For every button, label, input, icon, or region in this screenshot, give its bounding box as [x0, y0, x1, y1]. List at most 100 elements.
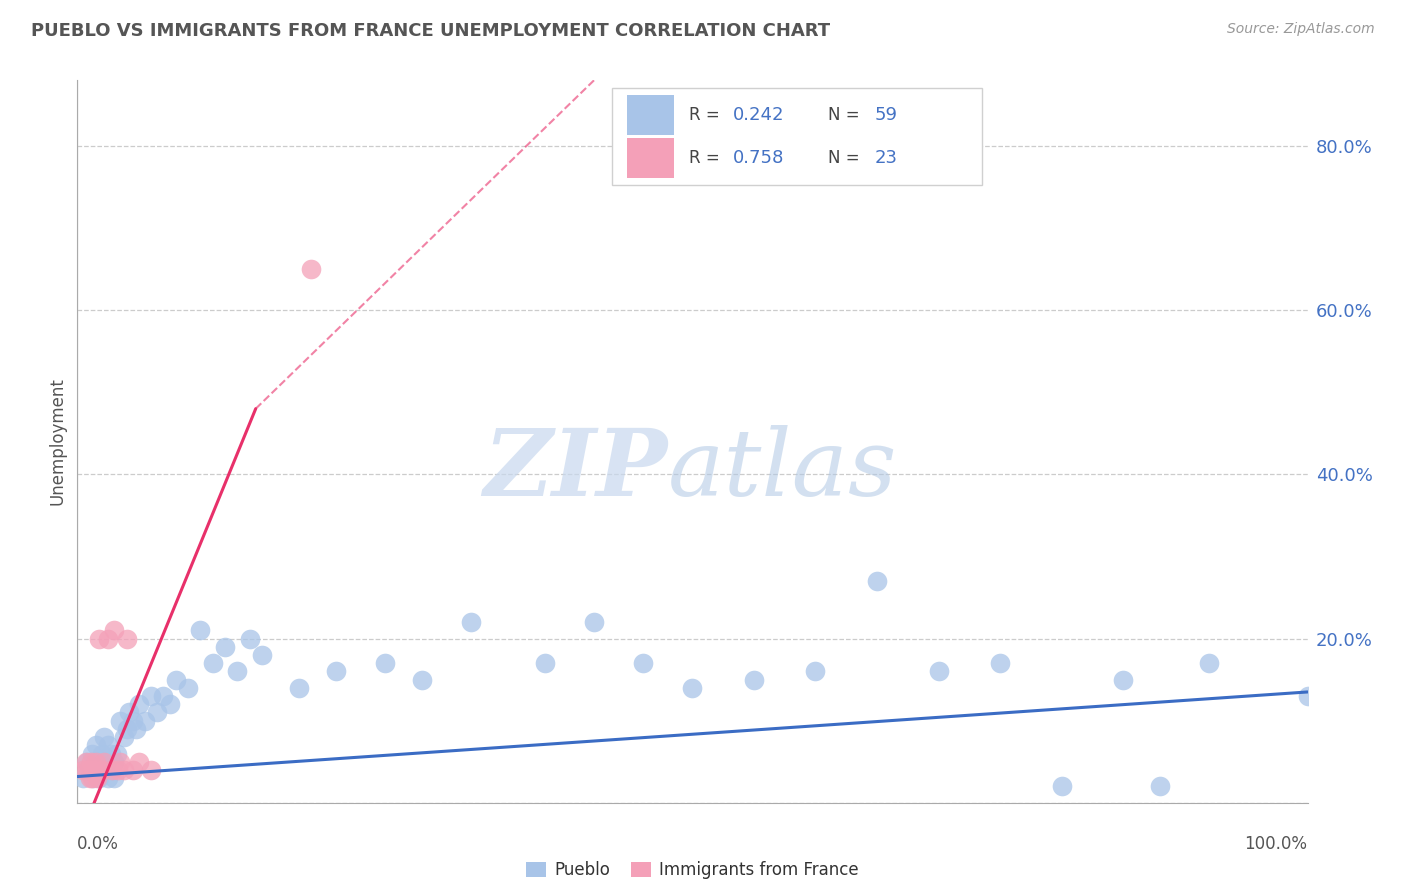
- Point: [159, 698, 181, 712]
- Point: [411, 673, 433, 687]
- Text: 0.758: 0.758: [733, 149, 785, 167]
- Text: N =: N =: [828, 106, 865, 124]
- Point: [110, 755, 132, 769]
- Point: [128, 755, 150, 769]
- Point: [72, 771, 94, 785]
- Point: [90, 763, 114, 777]
- Text: 0.0%: 0.0%: [77, 835, 120, 854]
- Point: [804, 665, 827, 679]
- Point: [177, 681, 200, 695]
- FancyBboxPatch shape: [613, 87, 981, 185]
- Point: [141, 763, 163, 777]
- Point: [288, 681, 311, 695]
- Point: [103, 755, 125, 769]
- Point: [250, 648, 273, 662]
- Text: 0.242: 0.242: [733, 106, 785, 124]
- Point: [103, 624, 125, 638]
- Point: [188, 624, 212, 638]
- Point: [110, 714, 132, 728]
- Text: R =: R =: [689, 149, 724, 167]
- Text: 59: 59: [875, 106, 897, 124]
- Point: [84, 763, 107, 777]
- Text: atlas: atlas: [668, 425, 897, 516]
- Point: [146, 706, 169, 720]
- Point: [90, 763, 114, 777]
- Text: 100.0%: 100.0%: [1244, 835, 1308, 854]
- Text: N =: N =: [828, 149, 865, 167]
- Point: [201, 657, 224, 671]
- Text: ZIP: ZIP: [484, 425, 668, 516]
- Point: [115, 722, 138, 736]
- Point: [1112, 673, 1135, 687]
- Point: [928, 665, 950, 679]
- Point: [82, 771, 104, 785]
- Point: [460, 615, 482, 630]
- Text: R =: R =: [689, 106, 724, 124]
- FancyBboxPatch shape: [627, 138, 673, 178]
- Point: [125, 722, 148, 736]
- Point: [90, 747, 114, 761]
- Point: [141, 689, 163, 703]
- Point: [97, 739, 120, 753]
- Point: [118, 706, 141, 720]
- Y-axis label: Unemployment: Unemployment: [48, 377, 66, 506]
- Point: [165, 673, 187, 687]
- Point: [988, 657, 1011, 671]
- Point: [82, 763, 104, 777]
- Point: [226, 665, 249, 679]
- Point: [76, 755, 98, 769]
- Point: [1296, 689, 1319, 703]
- Point: [100, 747, 122, 761]
- Point: [866, 574, 889, 588]
- Point: [89, 632, 111, 646]
- Point: [112, 730, 135, 744]
- Point: [79, 763, 101, 777]
- Point: [93, 730, 115, 744]
- Text: PUEBLO VS IMMIGRANTS FROM FRANCE UNEMPLOYMENT CORRELATION CHART: PUEBLO VS IMMIGRANTS FROM FRANCE UNEMPLO…: [31, 22, 830, 40]
- Point: [80, 755, 103, 769]
- Point: [1050, 780, 1073, 794]
- Text: 23: 23: [875, 149, 897, 167]
- Point: [107, 763, 129, 777]
- Point: [86, 771, 108, 785]
- Point: [97, 771, 120, 785]
- Point: [682, 681, 704, 695]
- Point: [134, 714, 156, 728]
- Point: [121, 714, 143, 728]
- Text: Source: ZipAtlas.com: Source: ZipAtlas.com: [1227, 22, 1375, 37]
- Point: [79, 771, 101, 785]
- Point: [84, 755, 107, 769]
- Point: [325, 665, 347, 679]
- Point: [121, 763, 143, 777]
- Point: [115, 632, 138, 646]
- Point: [299, 262, 322, 277]
- Point: [87, 755, 110, 769]
- Point: [101, 763, 124, 777]
- Point: [214, 640, 236, 654]
- Point: [1198, 657, 1220, 671]
- Point: [742, 673, 765, 687]
- Point: [239, 632, 262, 646]
- Point: [89, 771, 111, 785]
- Point: [103, 771, 125, 785]
- FancyBboxPatch shape: [627, 95, 673, 135]
- Point: [94, 755, 117, 769]
- Point: [82, 747, 104, 761]
- Point: [633, 657, 655, 671]
- Point: [112, 763, 135, 777]
- Point: [93, 755, 115, 769]
- Legend: Pueblo, Immigrants from France: Pueblo, Immigrants from France: [520, 855, 865, 886]
- Point: [97, 632, 120, 646]
- Point: [1149, 780, 1171, 794]
- Point: [128, 698, 150, 712]
- Point: [534, 657, 557, 671]
- Point: [75, 755, 97, 769]
- Point: [101, 763, 124, 777]
- Point: [583, 615, 606, 630]
- Point: [72, 763, 94, 777]
- Point: [76, 763, 98, 777]
- Point: [84, 739, 107, 753]
- Point: [152, 689, 174, 703]
- Point: [82, 771, 104, 785]
- Point: [374, 657, 396, 671]
